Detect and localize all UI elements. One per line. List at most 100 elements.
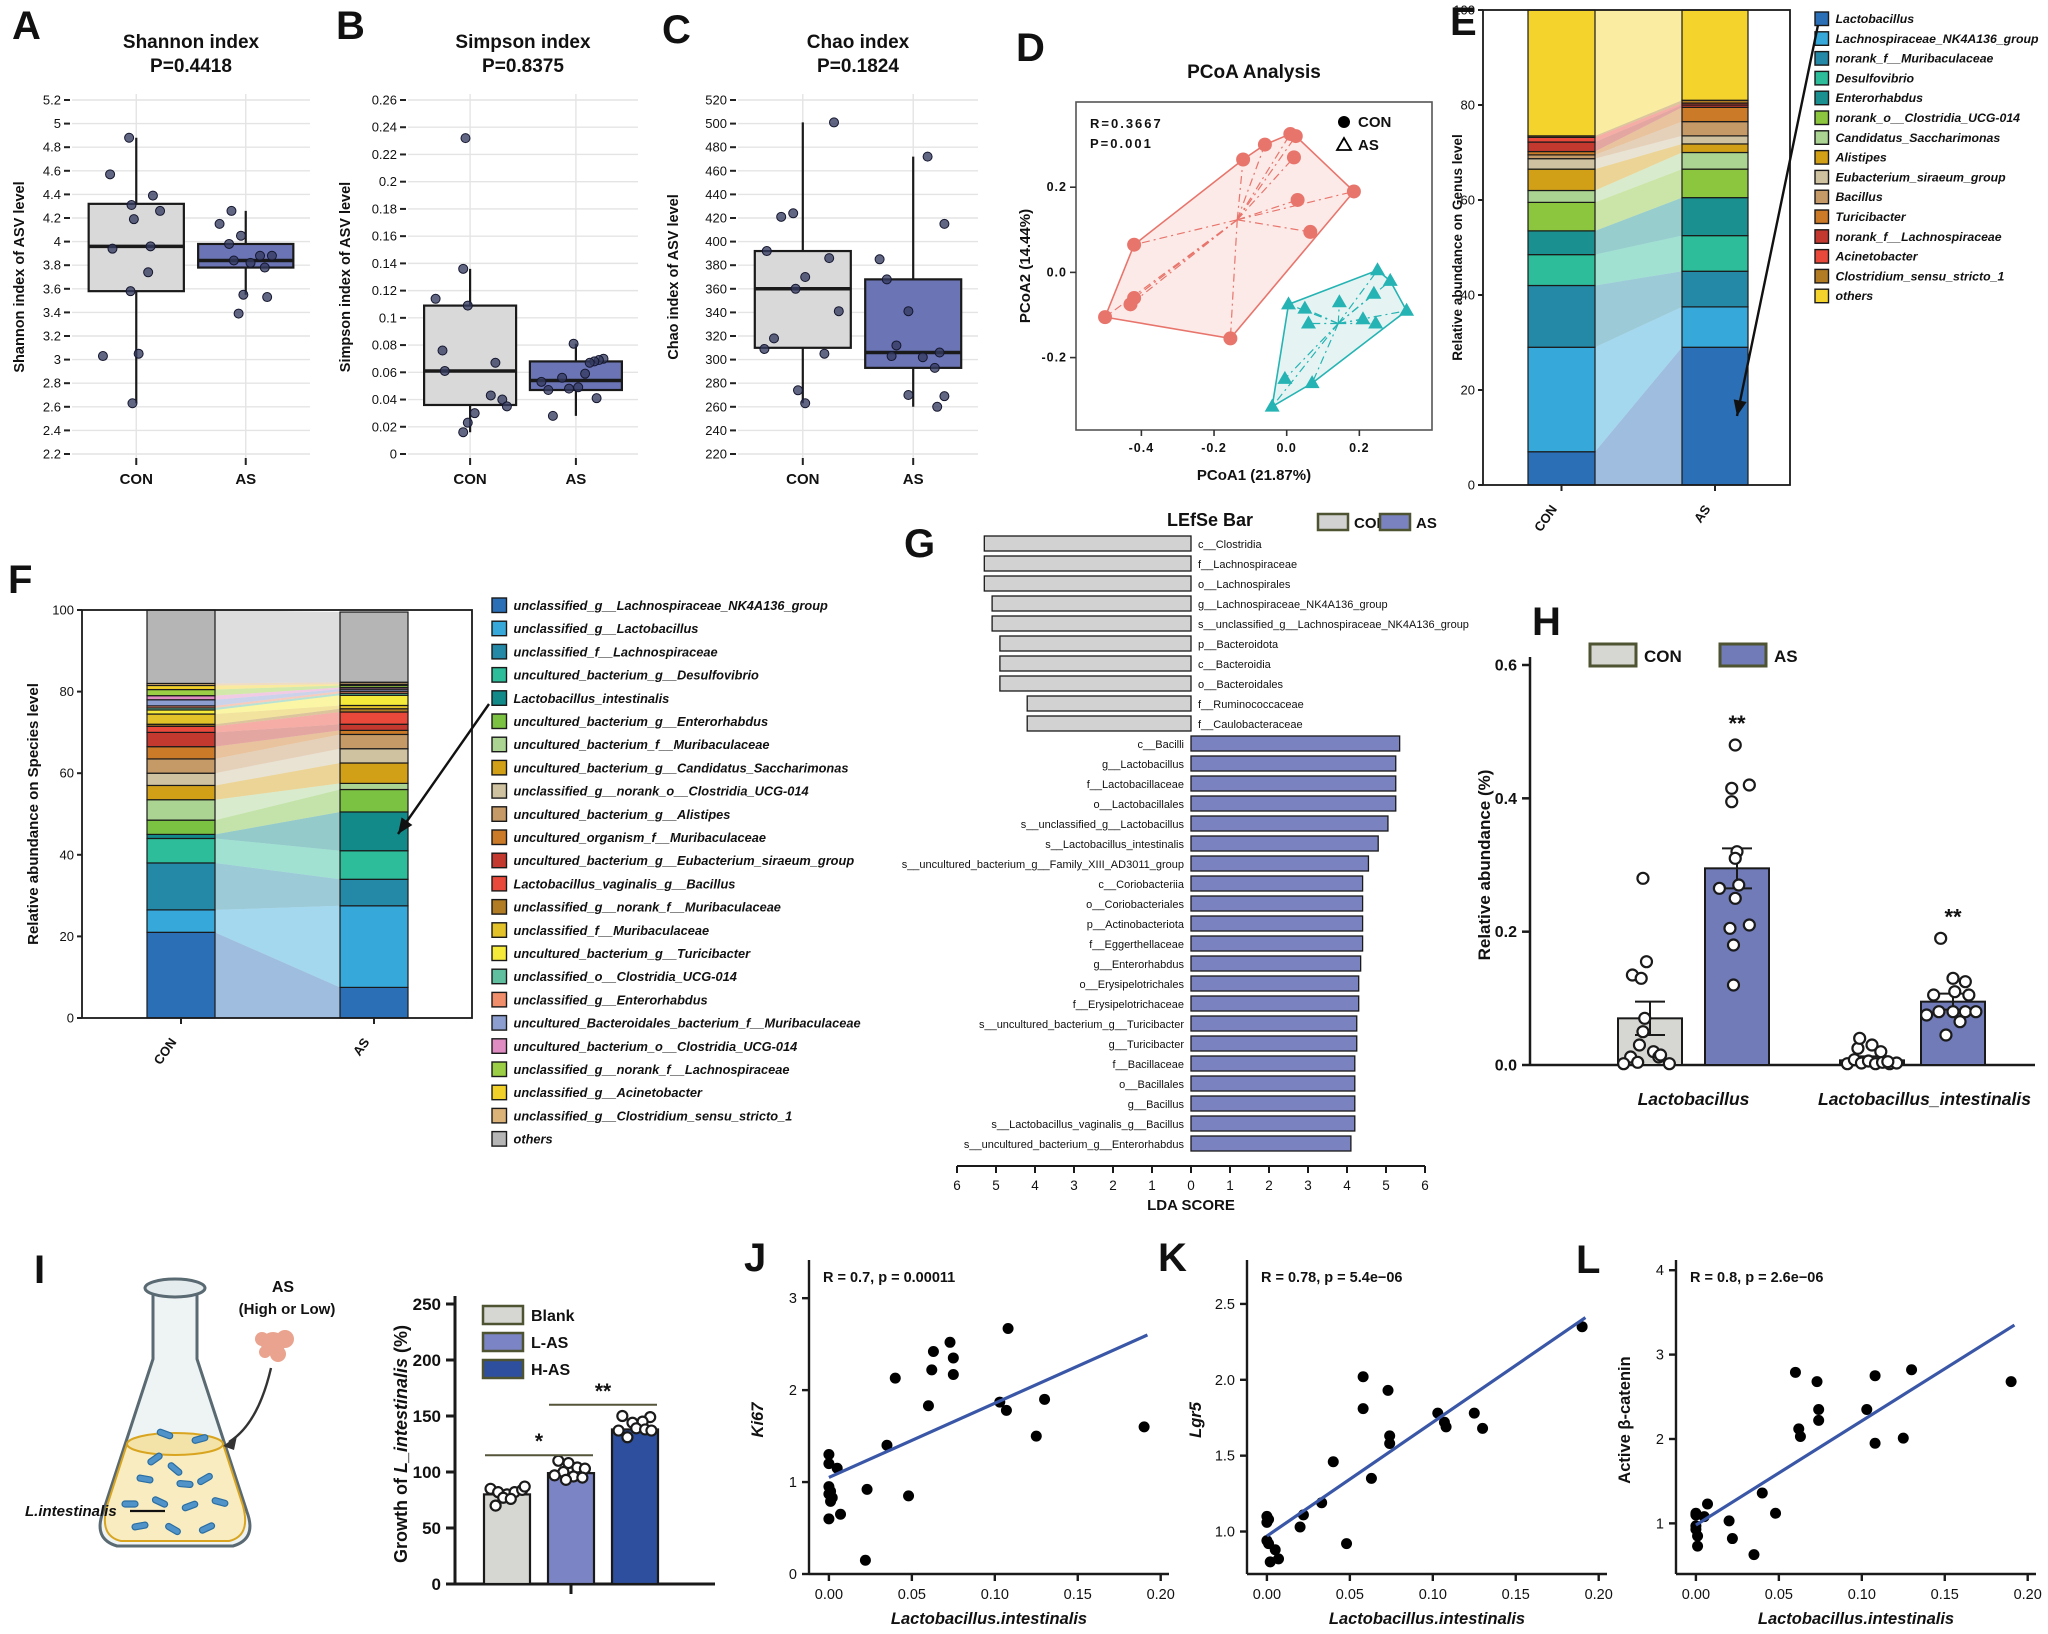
- svg-text:R = 0.78, p = 5.4e−06: R = 0.78, p = 5.4e−06: [1261, 1270, 1402, 1286]
- panel-letter-d: D: [1016, 26, 1045, 70]
- chao-index-boxplot: Chao index P=0.1824 220 240 260 280 300 320 340 3…: [666, 32, 978, 488]
- svg-text:unclassified_g__Lactobacillus: unclassified_g__Lactobacillus: [514, 621, 699, 636]
- svg-text:2.8: 2.8: [43, 376, 61, 391]
- svg-text:Eubacterium_siraeum_group: Eubacterium_siraeum_group: [1836, 170, 2007, 184]
- svg-text:f__Ruminococcaceae: f__Ruminococcaceae: [1198, 699, 1304, 711]
- svg-text:CON: CON: [1358, 114, 1391, 131]
- svg-text:0.08: 0.08: [372, 338, 397, 353]
- regression-line: [1266, 1316, 1587, 1538]
- svg-text:Chao index: Chao index: [807, 32, 910, 53]
- svg-text:2.2: 2.2: [43, 447, 61, 462]
- svg-text:Lgr5: Lgr5: [1187, 1401, 1205, 1438]
- svg-text:Relative abundance (%): Relative abundance (%): [1475, 770, 1494, 961]
- svg-text:380: 380: [705, 258, 727, 273]
- svg-text:3: 3: [54, 352, 61, 367]
- svg-text:2: 2: [1109, 1178, 1117, 1193]
- svg-text:500: 500: [705, 116, 727, 131]
- as-box: [197, 210, 295, 295]
- svg-text:-0.2: -0.2: [1041, 351, 1067, 365]
- flask-growth-panel: AS (High or Low) L.intestinalis 0 50 100 150 20…: [25, 1277, 715, 1594]
- svg-text:AS: AS: [272, 1279, 295, 1296]
- lefse-legend: CON AS: [1316, 512, 1437, 532]
- svg-text:0.15: 0.15: [1064, 1587, 1092, 1603]
- svg-text:0.20: 0.20: [2014, 1587, 2042, 1603]
- svg-text:CON: CON: [120, 471, 153, 488]
- panel-letter-k: K: [1158, 1236, 1187, 1280]
- svg-text:PCoA1 (21.87%): PCoA1 (21.87%): [1197, 467, 1311, 484]
- svg-text:360: 360: [705, 281, 727, 296]
- stacked-bars: [146, 609, 409, 1019]
- svg-text:4: 4: [1656, 1263, 1664, 1279]
- regression-line: [1695, 1323, 2016, 1527]
- as-box: [864, 156, 963, 407]
- as-lda-bars: c__Bacilli g__Lactobacillus f__Lactobacill…: [902, 735, 1401, 1152]
- species-stacked-bar: 0 20 40 60 80 100 Relative abundance on Specie…: [25, 597, 861, 1147]
- svg-text:g__Lachnospiraceae_NK4A136_gro: g__Lachnospiraceae_NK4A136_group: [1198, 599, 1388, 611]
- svg-text:AS: AS: [1358, 137, 1379, 154]
- svg-text:s__Lactobacillus_intestinalis: s__Lactobacillus_intestinalis: [1045, 839, 1184, 851]
- svg-text:250: 250: [413, 1295, 441, 1314]
- panel-letter-b: B: [336, 4, 365, 48]
- svg-text:o__Coriobacteriales: o__Coriobacteriales: [1086, 899, 1184, 911]
- svg-text:320: 320: [705, 329, 727, 344]
- svg-text:Alistipes: Alistipes: [1835, 151, 1887, 165]
- svg-text:20: 20: [60, 929, 74, 944]
- svg-text:240: 240: [705, 423, 727, 438]
- svg-text:0.10: 0.10: [1419, 1587, 1447, 1603]
- svg-text:0.20: 0.20: [1585, 1587, 1613, 1603]
- svg-text:unclassified_g__Acinetobacter: unclassified_g__Acinetobacter: [514, 1085, 703, 1100]
- svg-text:AS: AS: [235, 471, 256, 488]
- svg-text:AS: AS: [565, 471, 586, 488]
- svg-text:3: 3: [1304, 1178, 1312, 1193]
- growth-legend: Blank L-AS H-AS: [481, 1304, 575, 1380]
- svg-text:f__Erysipelotrichaceae: f__Erysipelotrichaceae: [1073, 999, 1184, 1011]
- svg-text:0.6: 0.6: [1495, 658, 1517, 675]
- con-lda-bars: c__Clostridia f__Lachnospiraceae o__Lachno…: [983, 535, 1469, 732]
- svg-text:Lactobacillus_vaginalis_g__Bac: Lactobacillus_vaginalis_g__Bacillus: [514, 876, 736, 891]
- pcoa-legend: CON AS: [1335, 114, 1391, 154]
- svg-text:Ki67: Ki67: [749, 1402, 767, 1438]
- svg-text:Relative abundance on Genus le: Relative abundance on Genus level: [1450, 134, 1465, 361]
- svg-text:LDA SCORE: LDA SCORE: [1147, 1197, 1235, 1214]
- svg-text:unclassified_g__norank_f__Lach: unclassified_g__norank_f__Lachnospiracea…: [514, 1062, 790, 1077]
- svg-text:0.02: 0.02: [372, 419, 397, 434]
- svg-text:P=0.001: P=0.001: [1090, 136, 1153, 151]
- svg-text:Turicibacter: Turicibacter: [1836, 210, 1907, 224]
- svg-text:unclassified_g__norank_f__Muri: unclassified_g__norank_f__Muribaculaceae: [514, 900, 781, 915]
- svg-text:AS: AS: [350, 1035, 373, 1059]
- h-group-1: **: [1839, 904, 1986, 1071]
- con-points: [430, 133, 512, 438]
- svg-text:s__Lactobacillus_vaginalis_g__: s__Lactobacillus_vaginalis_g__Bacillus: [991, 1119, 1184, 1131]
- svg-text:0.05: 0.05: [898, 1587, 926, 1603]
- svg-text:0.0: 0.0: [1047, 265, 1067, 279]
- panel-letter-f: F: [8, 558, 33, 602]
- svg-text:uncultured_bacterium_f__Muriba: uncultured_bacterium_f__Muribaculaceae: [514, 737, 770, 752]
- svg-text:400: 400: [705, 234, 727, 249]
- svg-text:Lactobacillus: Lactobacillus: [1836, 12, 1915, 26]
- svg-text:unclassified_g__Lachnospiracea: unclassified_g__Lachnospiraceae_NK4A136_…: [514, 598, 829, 613]
- stacked-legend: unclassified_g__Lachnospiraceae_NK4A136_…: [491, 597, 861, 1147]
- svg-text:unclassified_g__norank_o__Clos: unclassified_g__norank_o__Clostridia_UCG…: [514, 784, 809, 799]
- svg-text:0: 0: [1468, 478, 1475, 493]
- svg-text:norank_f__Muribaculaceae: norank_f__Muribaculaceae: [1836, 52, 1994, 66]
- svg-text:uncultured_bacterium_g__Alisti: uncultured_bacterium_g__Alistipes: [514, 807, 731, 822]
- svg-text:Blank: Blank: [531, 1308, 575, 1325]
- svg-text:0.22: 0.22: [372, 147, 397, 162]
- svg-text:s__uncultured_bacterium_g__Tur: s__uncultured_bacterium_g__Turicibacter: [979, 1019, 1184, 1031]
- svg-text:LEfSe Bar: LEfSe Bar: [1167, 510, 1253, 530]
- svg-text:c__Bacteroidia: c__Bacteroidia: [1198, 659, 1272, 671]
- con-box: [753, 122, 852, 404]
- svg-text:2: 2: [1656, 1432, 1664, 1448]
- svg-text:Lactobacillus_intestinalis: Lactobacillus_intestinalis: [1818, 1089, 2031, 1109]
- svg-text:o__Lachnospirales: o__Lachnospirales: [1198, 579, 1291, 591]
- svg-text:c__Coriobacteriia: c__Coriobacteriia: [1098, 879, 1184, 891]
- svg-text:4: 4: [54, 234, 61, 249]
- scatter-points: [823, 1323, 1150, 1566]
- svg-text:60: 60: [60, 766, 74, 781]
- svg-text:80: 80: [60, 684, 74, 699]
- svg-text:CON: CON: [1644, 647, 1682, 666]
- svg-text:s__unclassified_g__Lactobacill: s__unclassified_g__Lactobacillus: [1021, 819, 1185, 831]
- as-points: [214, 205, 277, 319]
- svg-text:Clostridium_sensu_stricto_1: Clostridium_sensu_stricto_1: [1836, 269, 2005, 283]
- svg-text:f__Caulobacteraceae: f__Caulobacteraceae: [1198, 719, 1303, 731]
